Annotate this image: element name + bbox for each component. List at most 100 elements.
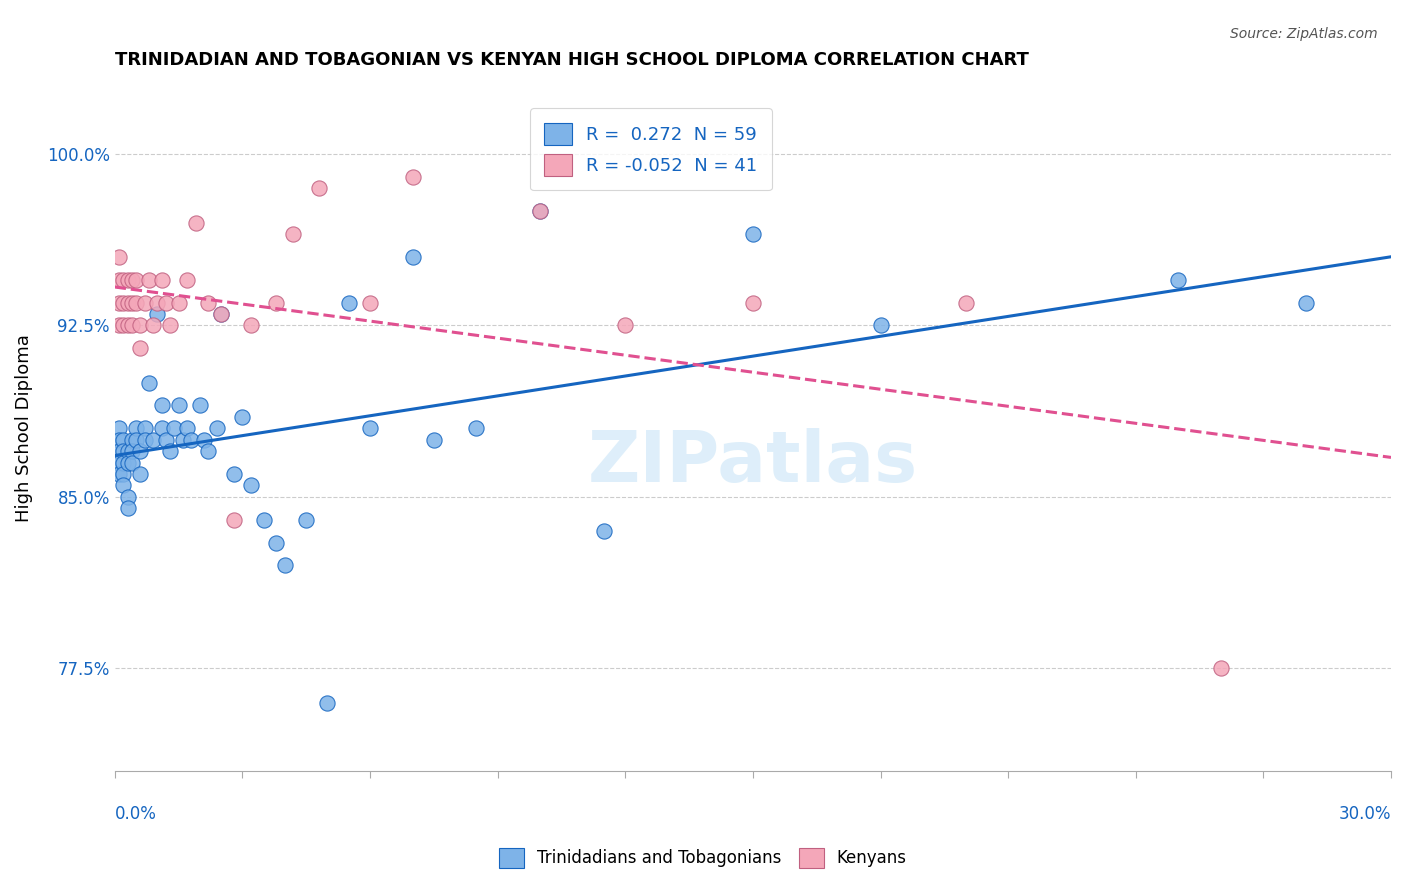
Point: [112, 467, 135, 481]
Point: [172, 433, 194, 447]
Point: [614, 318, 637, 333]
Point: [253, 513, 276, 527]
Point: [142, 433, 165, 447]
Point: [163, 421, 186, 435]
Point: [121, 318, 143, 333]
Point: [112, 318, 135, 333]
Text: ZIPatlas: ZIPatlas: [588, 428, 918, 497]
Point: [112, 456, 135, 470]
Point: [108, 421, 131, 435]
Point: [146, 295, 169, 310]
Point: [129, 444, 152, 458]
Point: [239, 478, 262, 492]
Point: [266, 535, 288, 549]
Point: [146, 307, 169, 321]
Point: [108, 273, 131, 287]
Point: [129, 318, 152, 333]
Point: [121, 273, 143, 287]
Point: [239, 318, 262, 333]
Point: [112, 433, 135, 447]
Point: [283, 227, 305, 241]
Point: [308, 181, 330, 195]
Point: [117, 444, 139, 458]
Point: [117, 456, 139, 470]
Point: [150, 399, 173, 413]
Point: [222, 467, 245, 481]
Point: [125, 433, 148, 447]
Point: [112, 444, 135, 458]
Text: 30.0%: 30.0%: [1339, 805, 1391, 823]
Text: Source: ZipAtlas.com: Source: ZipAtlas.com: [1230, 27, 1378, 41]
Point: [359, 421, 381, 435]
Point: [1295, 295, 1317, 310]
Point: [197, 295, 219, 310]
Y-axis label: High School Diploma: High School Diploma: [15, 334, 32, 522]
Point: [401, 250, 423, 264]
Point: [112, 478, 135, 492]
Point: [121, 295, 143, 310]
Point: [316, 696, 339, 710]
Point: [741, 295, 763, 310]
Point: [167, 295, 190, 310]
Point: [266, 295, 288, 310]
Point: [359, 295, 381, 310]
Point: [193, 433, 215, 447]
Point: [117, 490, 139, 504]
Point: [159, 318, 181, 333]
Point: [295, 513, 318, 527]
Point: [138, 273, 160, 287]
Point: [180, 433, 202, 447]
Point: [222, 513, 245, 527]
Point: [741, 227, 763, 241]
Point: [117, 273, 139, 287]
Point: [209, 307, 232, 321]
Point: [188, 399, 211, 413]
Point: [176, 273, 198, 287]
Point: [117, 501, 139, 516]
Point: [1167, 273, 1189, 287]
Point: [129, 467, 152, 481]
Point: [423, 433, 446, 447]
Point: [129, 342, 152, 356]
Point: [134, 295, 156, 310]
Point: [184, 216, 207, 230]
Legend: Trinidadians and Tobagonians, Kenyans: Trinidadians and Tobagonians, Kenyans: [492, 841, 914, 875]
Point: [121, 444, 143, 458]
Point: [142, 318, 165, 333]
Point: [176, 421, 198, 435]
Point: [125, 295, 148, 310]
Point: [869, 318, 891, 333]
Point: [112, 273, 135, 287]
Point: [108, 295, 131, 310]
Point: [112, 295, 135, 310]
Point: [337, 295, 360, 310]
Text: 0.0%: 0.0%: [115, 805, 156, 823]
Point: [125, 273, 148, 287]
Point: [134, 421, 156, 435]
Point: [117, 295, 139, 310]
Point: [465, 421, 488, 435]
Text: TRINIDADIAN AND TOBAGONIAN VS KENYAN HIGH SCHOOL DIPLOMA CORRELATION CHART: TRINIDADIAN AND TOBAGONIAN VS KENYAN HIG…: [115, 51, 1029, 69]
Point: [274, 558, 297, 573]
Point: [955, 295, 977, 310]
Point: [108, 456, 131, 470]
Point: [197, 444, 219, 458]
Point: [125, 421, 148, 435]
Point: [134, 433, 156, 447]
Point: [150, 421, 173, 435]
Point: [117, 318, 139, 333]
Point: [401, 169, 423, 184]
Point: [155, 433, 177, 447]
Point: [593, 524, 616, 538]
Point: [529, 204, 551, 219]
Point: [159, 444, 181, 458]
Legend: R =  0.272  N = 59, R = -0.052  N = 41: R = 0.272 N = 59, R = -0.052 N = 41: [530, 108, 772, 190]
Point: [121, 456, 143, 470]
Point: [108, 467, 131, 481]
Point: [138, 376, 160, 390]
Point: [231, 409, 253, 424]
Point: [1209, 661, 1232, 675]
Point: [108, 433, 131, 447]
Point: [150, 273, 173, 287]
Point: [108, 318, 131, 333]
